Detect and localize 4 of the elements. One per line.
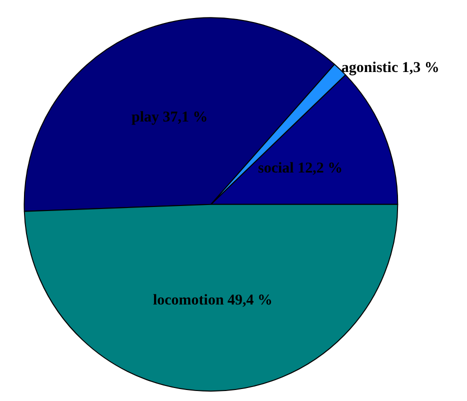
slice-label: play 37,1 % (132, 109, 208, 126)
slice-label: agonistic 1,3 % (341, 60, 440, 76)
slice-label: locomotion 49,4 % (152, 292, 273, 309)
slice-label: social 12,2 % (258, 160, 343, 176)
